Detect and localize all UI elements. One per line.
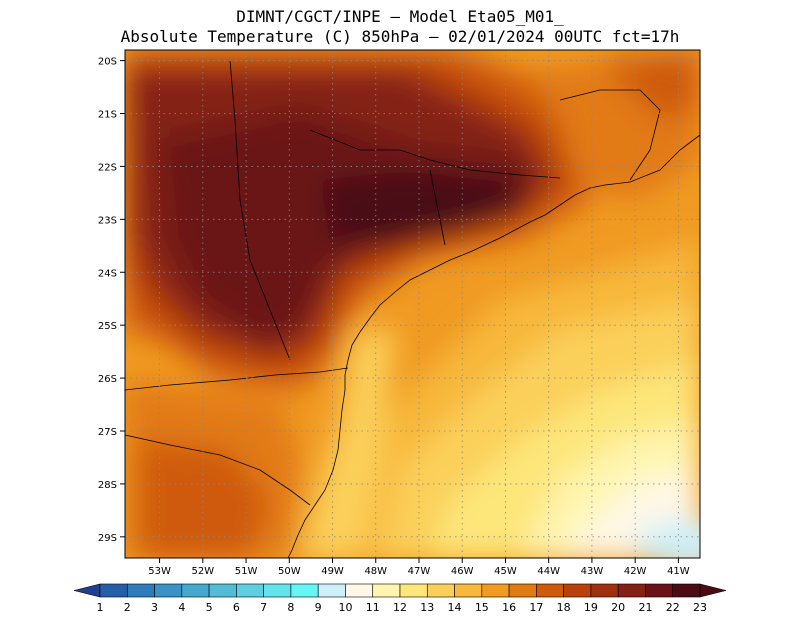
colorbar-label: 23 (693, 601, 707, 614)
colorbar-segment (645, 583, 674, 598)
colorbar-label: 17 (529, 601, 543, 614)
lon-tick-label: 43W (581, 566, 604, 577)
lon-tick-label: 49W (321, 566, 344, 577)
colorbar-segment (590, 583, 619, 598)
colorbar-segment (672, 583, 701, 598)
colorbar-label: 14 (448, 601, 462, 614)
colorbar-label: 8 (287, 601, 294, 614)
colorbar-label: 2 (124, 601, 131, 614)
lon-tick-label: 48W (364, 566, 387, 577)
colorbar-segment (99, 583, 128, 598)
lat-tick-label: 25S (98, 321, 117, 332)
map-gridlines (125, 50, 700, 558)
lat-tick-label: 20S (98, 57, 117, 68)
lon-tick-label: 52W (192, 566, 215, 577)
colorbar-segment (563, 583, 592, 598)
colorbar-label: 18 (557, 601, 571, 614)
colorbar-segment (181, 583, 210, 598)
colorbar-segment (263, 583, 292, 598)
temperature-field (125, 50, 700, 558)
colorbar-label: 13 (420, 601, 434, 614)
colorbar-segment (536, 583, 564, 598)
colorbar-segment (372, 583, 401, 598)
map-title-line1: DIMNT/CGCT/INPE – Model Eta05_M01_ (236, 7, 564, 26)
lat-tick-label: 26S (98, 374, 117, 385)
axis-ticks: 20S 21S 22S 23S 24S 25S 26S 27S 28S 29S 53W 52W 51W 5… (98, 57, 690, 577)
colorbar-segment (426, 583, 455, 598)
colorbar-segment (317, 583, 346, 598)
lon-tick-label: 42W (624, 566, 647, 577)
lon-tick-label: 44W (537, 566, 560, 577)
colorbar-label: 4 (178, 601, 185, 614)
lon-tick-label: 53W (148, 566, 171, 577)
lat-tick-label: 29S (98, 533, 117, 544)
lat-tick-label: 21S (98, 110, 117, 121)
colorbar-segment (208, 583, 237, 598)
colorbar-label: 16 (502, 601, 516, 614)
colorbar-label: 7 (260, 601, 267, 614)
colorbar-segment (508, 583, 537, 598)
colorbar-max-arrow (699, 583, 727, 598)
colorbar-segment (345, 583, 374, 598)
colorbar-label: 10 (338, 601, 352, 614)
lat-tick-label: 28S (98, 480, 117, 491)
lon-tick-label: 46W (451, 566, 474, 577)
colorbar-label: 21 (638, 601, 652, 614)
colorbar-label: 19 (584, 601, 598, 614)
colorbar-label: 1 (97, 601, 104, 614)
colorbar-segment (481, 583, 510, 598)
colorbar-label: 12 (393, 601, 407, 614)
colorbar-label: 11 (366, 601, 380, 614)
coastline (124, 59, 701, 559)
lon-tick-label: 41W (667, 566, 690, 577)
colorbar-label: 6 (233, 601, 240, 614)
colorbar: 1 2 3 4 5 6 7 8 9 10 11 12 13 14 15 16 17 18 19 20 21 22 23 (73, 583, 727, 614)
lat-tick-label: 22S (98, 162, 117, 173)
lon-tick-label: 50W (278, 566, 301, 577)
colorbar-label: 5 (206, 601, 213, 614)
colorbar-label: 15 (475, 601, 489, 614)
colorbar-label: 20 (611, 601, 625, 614)
colorbar-segment (399, 583, 428, 598)
map-title-line2: Absolute Temperature (C) 850hPa – 02/01/… (120, 27, 680, 46)
lon-tick-label: 51W (235, 566, 258, 577)
colorbar-segment (126, 583, 155, 598)
colorbar-segment (454, 583, 483, 598)
colorbar-segment (617, 583, 646, 598)
lon-tick-label: 47W (408, 566, 431, 577)
colorbar-segment (290, 583, 319, 598)
colorbar-segment (236, 583, 264, 598)
lat-tick-label: 24S (98, 268, 117, 279)
map-frame (124, 49, 701, 559)
colorbar-label: 9 (315, 601, 322, 614)
lat-tick-label: 27S (98, 427, 117, 438)
colorbar-label: 22 (666, 601, 680, 614)
colorbar-label: 3 (151, 601, 158, 614)
lat-tick-label: 23S (98, 215, 117, 226)
colorbar-segment (154, 583, 183, 598)
colorbar-min-arrow (73, 583, 101, 598)
lon-tick-label: 45W (494, 566, 517, 577)
